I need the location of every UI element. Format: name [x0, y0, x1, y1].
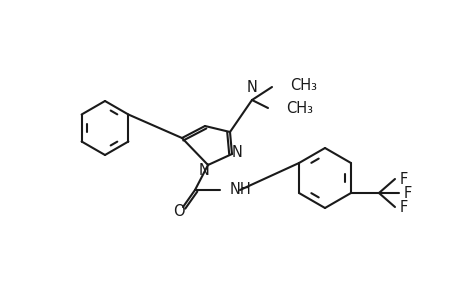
Text: N: N	[231, 145, 242, 160]
Text: F: F	[399, 172, 407, 187]
Text: F: F	[399, 200, 407, 214]
Text: N: N	[198, 163, 209, 178]
Text: N: N	[246, 80, 257, 95]
Text: O: O	[173, 205, 185, 220]
Text: NH: NH	[230, 182, 251, 196]
Text: F: F	[403, 185, 411, 200]
Text: CH₃: CH₃	[289, 77, 316, 92]
Text: CH₃: CH₃	[285, 100, 312, 116]
